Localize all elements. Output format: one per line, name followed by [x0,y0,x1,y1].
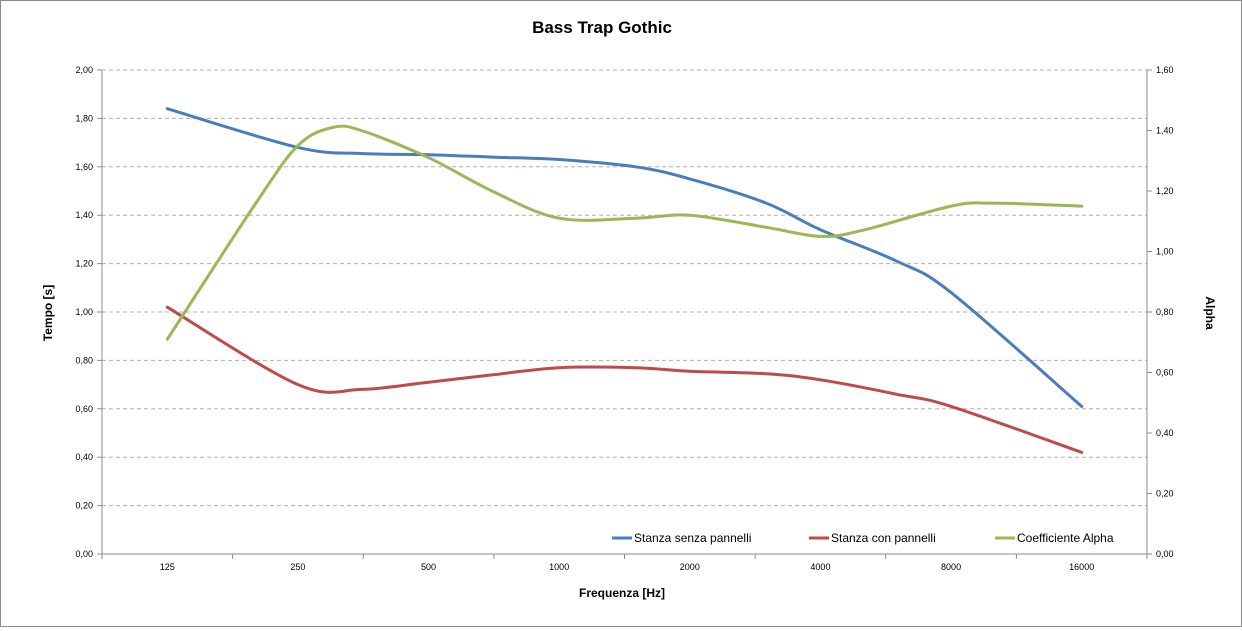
series-line-coefficiente-alpha [165,124,1084,341]
y2-tick-label: 0,20 [1156,489,1174,499]
y2-tick-label: 1,00 [1156,247,1174,257]
y-tick-label: 1,60 [75,162,93,172]
legend-label-stanza-senza-pannelli: Stanza senza pannelli [634,531,751,545]
series-line-stanza-senza-pannelli [165,107,1084,408]
x-tick-label: 4000 [810,562,830,572]
legend: Stanza senza pannelli Stanza con pannelli… [612,531,1114,545]
x-tick-label: 125 [160,562,175,572]
x-tick-label: 1000 [549,562,569,572]
y-axis-title: Tempo [s] [41,285,55,341]
x-tick-label: 250 [290,562,305,572]
y2-tick-label: 0,60 [1156,368,1174,378]
y2-tick-label: 0,40 [1156,428,1174,438]
y2-tick-label: 0,80 [1156,307,1174,317]
y-tick-label: 1,00 [75,307,93,317]
y2-axis-title: Alpha [1203,296,1217,330]
x-axis-title: Frequenza [Hz] [579,586,665,600]
series-line-stanza-con-pannelli [165,305,1084,454]
x-tick-label: 8000 [941,562,961,572]
y-tick-label: 0,20 [75,501,93,511]
legend-label-stanza-con-pannelli: Stanza con pannelli [831,531,936,545]
y2-tick-label: 1,60 [1156,65,1174,75]
y-tick-label: 1,40 [75,210,93,220]
y-tick-label: 0,40 [75,452,93,462]
legend-label-coefficiente-alpha: Coefficiente Alpha [1017,531,1114,545]
axes [97,69,1152,559]
series-lines [165,107,1084,454]
y-tick-label: 0,80 [75,355,93,365]
y-tick-label: 0,00 [75,549,93,559]
y-tick-label: 1,80 [75,113,93,123]
x-tick-label: 16000 [1069,562,1094,572]
y-tick-label: 2,00 [75,65,93,75]
y2-tick-label: 0,00 [1156,549,1174,559]
x-tick-label: 500 [421,562,436,572]
y-tick-label: 1,20 [75,259,93,269]
y-tick-label: 0,60 [75,404,93,414]
y2-tick-label: 1,20 [1156,186,1174,196]
tick-labels: 0,00 0,20 0,40 0,60 0,80 1,00 1,20 1,40 1,60 1,80… [75,65,1173,572]
chart-title: Bass Trap Gothic [532,18,672,37]
x-tick-label: 2000 [680,562,700,572]
y2-tick-label: 1,40 [1156,126,1174,136]
